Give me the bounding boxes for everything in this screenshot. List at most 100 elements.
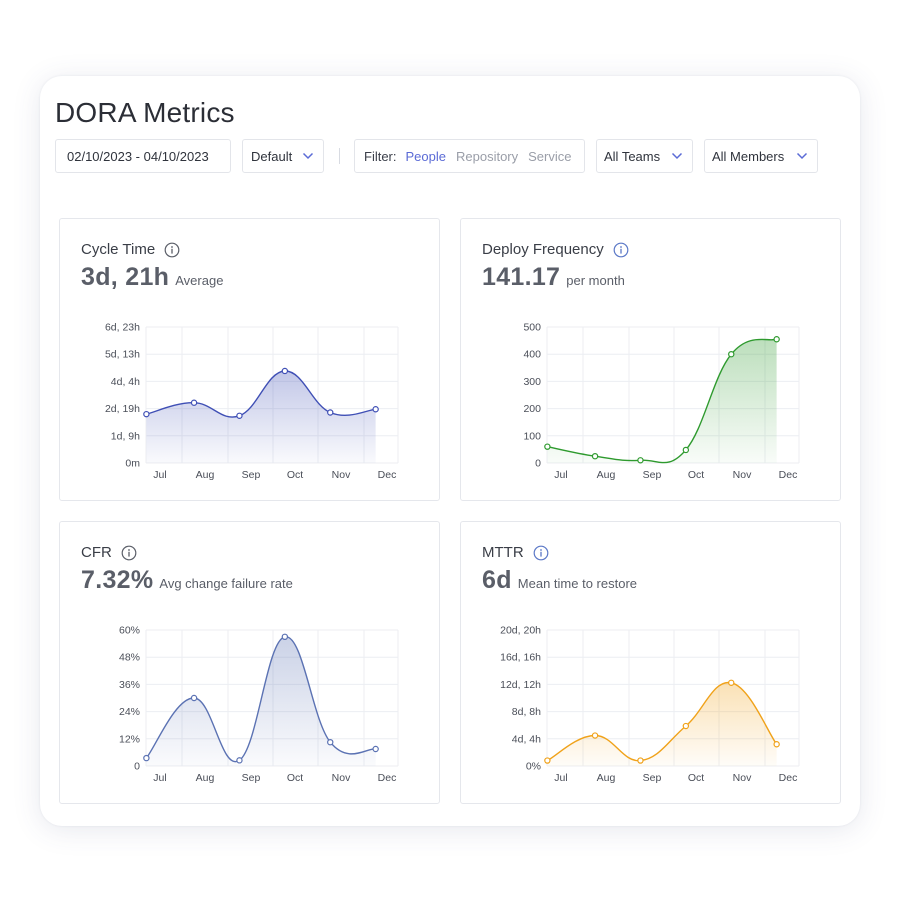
- y-tick-label: 16d, 16h: [500, 652, 541, 664]
- date-range-picker[interactable]: 02/10/2023 - 04/10/2023: [55, 139, 231, 173]
- x-tick-label: Jul: [554, 772, 567, 784]
- x-tick-label: Aug: [196, 772, 215, 784]
- data-point[interactable]: [327, 738, 334, 746]
- cfr-chart: 0 12% 24% 36% 48% 60% Jul Aug Sep Oct Nov Dec: [119, 625, 399, 784]
- y-tick-label: 0: [134, 761, 140, 773]
- panel-value: 141.17 per month: [482, 263, 625, 292]
- x-tick-label: Jul: [153, 772, 166, 784]
- chevron-down-icon: [670, 149, 684, 163]
- data-point[interactable]: [728, 350, 735, 358]
- data-point[interactable]: [544, 443, 551, 450]
- info-circle-icon[interactable]: [121, 545, 137, 561]
- x-tick-label: Dec: [779, 469, 798, 481]
- data-point[interactable]: [236, 412, 243, 419]
- toolbar-divider: [339, 148, 340, 164]
- data-point[interactable]: [281, 367, 289, 375]
- data-point[interactable]: [190, 399, 198, 406]
- filter-option-service[interactable]: Service: [528, 148, 572, 164]
- metric-value: 141.17: [482, 263, 561, 291]
- data-point[interactable]: [591, 732, 599, 739]
- y-tick-label: 4d, 4h: [512, 733, 541, 745]
- x-tick-label: Dec: [378, 772, 397, 784]
- y-tick-label: 200: [523, 403, 541, 415]
- data-point[interactable]: [591, 452, 599, 460]
- metric-caption: Mean time to restore: [517, 576, 637, 591]
- data-point[interactable]: [637, 757, 644, 764]
- panel-title-text: CFR: [81, 544, 112, 561]
- series-area: [547, 339, 777, 463]
- data-point[interactable]: [143, 754, 150, 762]
- data-point[interactable]: [773, 741, 780, 748]
- y-tick-label: 0: [535, 458, 541, 470]
- x-tick-label: Oct: [287, 772, 303, 784]
- data-point[interactable]: [236, 757, 243, 764]
- panel-title: Deploy Frequency: [482, 241, 629, 258]
- preset-label: Default: [251, 148, 293, 164]
- x-tick-label: Sep: [643, 772, 662, 784]
- y-tick-label: 60%: [119, 625, 140, 637]
- y-tick-label: 100: [523, 430, 541, 442]
- data-point[interactable]: [372, 745, 379, 753]
- cycle-time-panel: Cycle Time 3d, 21h Average 0m 1d, 9h 2d, 1…: [59, 218, 440, 501]
- teams-select[interactable]: All Teams: [596, 139, 693, 173]
- cfr-panel: CFR 7.32% Avg change failure rate 0 12% 24…: [59, 521, 440, 804]
- x-tick-label: Oct: [688, 772, 704, 784]
- filter-group: Filter: People Repository Service: [354, 139, 585, 173]
- x-tick-label: Nov: [733, 772, 752, 784]
- date-range-label: 02/10/2023 - 04/10/2023: [67, 148, 209, 164]
- x-tick-label: Sep: [643, 469, 662, 481]
- info-circle-icon[interactable]: [613, 242, 629, 258]
- data-point[interactable]: [773, 336, 780, 343]
- data-point[interactable]: [544, 757, 551, 764]
- data-point[interactable]: [682, 722, 690, 730]
- x-tick-label: Sep: [242, 772, 261, 784]
- x-tick-label: Sep: [242, 469, 261, 481]
- data-point[interactable]: [728, 679, 735, 686]
- data-point[interactable]: [372, 406, 379, 413]
- y-tick-label: 8d, 8h: [512, 706, 541, 718]
- y-tick-label: 5d, 13h: [105, 349, 140, 361]
- data-point[interactable]: [281, 633, 289, 641]
- x-tick-label: Dec: [779, 772, 798, 784]
- chevron-down-icon: [301, 149, 315, 163]
- metric-value: 7.32%: [81, 566, 154, 594]
- mttr-panel: MTTR 6d Mean time to restore 0% 4d, 4h 8d,…: [460, 521, 841, 804]
- x-tick-label: Oct: [688, 469, 704, 481]
- teams-label: All Teams: [604, 148, 661, 164]
- data-point[interactable]: [190, 694, 198, 702]
- panel-value: 6d Mean time to restore: [482, 566, 637, 595]
- y-tick-label: 0%: [526, 761, 541, 773]
- filter-option-people[interactable]: People: [405, 148, 446, 164]
- series-area: [547, 682, 777, 766]
- metric-caption: per month: [566, 273, 625, 288]
- y-tick-label: 0m: [125, 458, 140, 470]
- info-circle-icon[interactable]: [533, 545, 549, 561]
- page-title: DORA Metrics: [55, 97, 235, 128]
- members-select[interactable]: All Members: [704, 139, 818, 173]
- x-tick-label: Jul: [153, 469, 166, 481]
- members-label: All Members: [712, 148, 785, 164]
- panel-title-text: Deploy Frequency: [482, 241, 604, 258]
- data-point[interactable]: [327, 409, 334, 416]
- panel-title-text: Cycle Time: [81, 241, 156, 258]
- metric-value: 6d: [482, 566, 512, 594]
- filter-option-repository[interactable]: Repository: [455, 148, 519, 164]
- data-point[interactable]: [682, 446, 690, 454]
- preset-select[interactable]: Default: [242, 139, 324, 173]
- y-tick-label: 4d, 4h: [111, 376, 140, 388]
- metric-value: 3d, 21h: [81, 263, 170, 291]
- metric-caption: Avg change failure rate: [159, 576, 293, 591]
- info-circle-icon[interactable]: [164, 242, 180, 258]
- data-point[interactable]: [637, 457, 644, 464]
- filter-label: Filter:: [364, 148, 397, 164]
- x-tick-label: Aug: [597, 469, 616, 481]
- series-area: [146, 370, 376, 463]
- y-tick-label: 1d, 9h: [111, 430, 140, 442]
- cycle-time-chart: 0m 1d, 9h 2d, 19h 4d, 4h 5d, 13h 6d, 23h Jul Au…: [105, 322, 399, 481]
- panel-title-text: MTTR: [482, 544, 524, 561]
- y-tick-label: 12%: [119, 733, 140, 745]
- data-point[interactable]: [143, 410, 150, 418]
- mttr-chart: 0% 4d, 4h 8d, 8h 12d, 12h 16d, 16h 20d, 20h Ju…: [500, 625, 800, 784]
- y-tick-label: 24%: [119, 706, 140, 718]
- x-tick-label: Dec: [378, 469, 397, 481]
